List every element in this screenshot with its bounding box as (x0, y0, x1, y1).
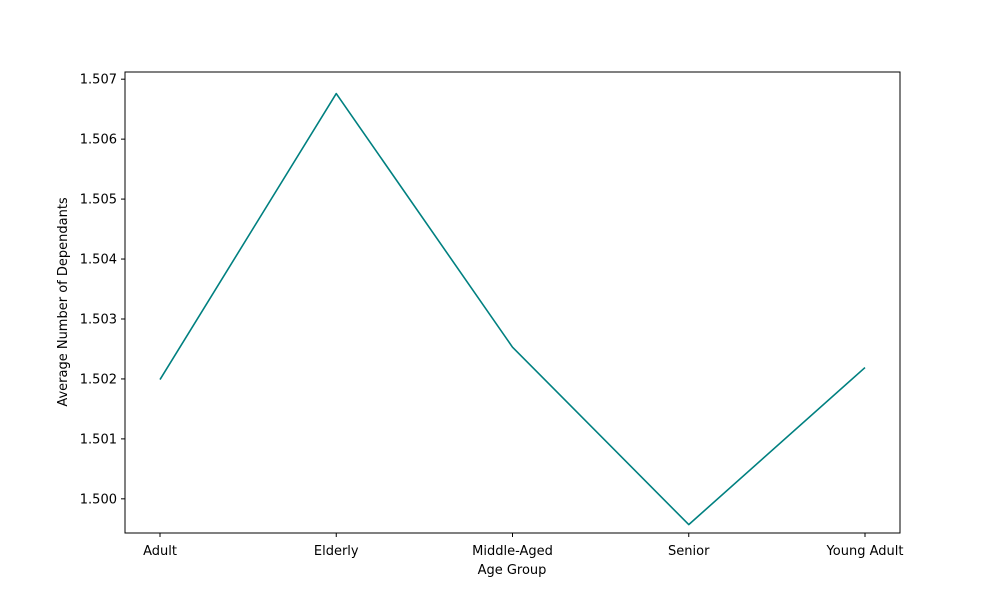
series-line (159, 92, 866, 526)
y-axis-title: Average Number of Dependants (56, 197, 71, 407)
x-axis-title: Age Group (478, 563, 547, 578)
x-tick-label: Elderly (314, 544, 359, 559)
x-tick-label: Young Adult (826, 544, 904, 559)
x-tick-label: Adult (143, 544, 177, 559)
x-axis: Adult Elderly Middle-Aged Senior Young Adult (143, 533, 903, 559)
y-tick-label: 1.500 (80, 492, 117, 507)
plot-area (125, 72, 900, 533)
y-tick-label: 1.507 (80, 73, 117, 88)
plot-frame (124, 71, 901, 534)
y-tick-label: 1.506 (80, 133, 117, 148)
chart-marks (159, 92, 866, 526)
x-tick-label: Senior (668, 544, 710, 559)
y-tick-label: 1.505 (80, 193, 117, 208)
y-tick-label: 1.504 (80, 253, 117, 268)
y-tick-label: 1.501 (80, 432, 117, 447)
y-tick-label: 1.503 (80, 312, 117, 327)
y-tick-label: 1.502 (80, 372, 117, 387)
y-axis: 1.500 1.501 1.502 1.503 1.504 1.505 1.506 1.507 (80, 73, 125, 507)
x-tick-label: Middle-Aged (472, 544, 553, 559)
